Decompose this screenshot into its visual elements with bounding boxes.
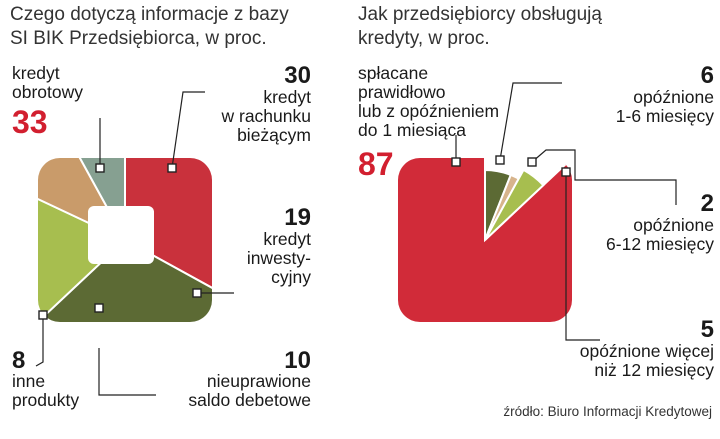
label-line: bieżącym	[237, 125, 311, 145]
label-line: opóźnione	[633, 215, 714, 235]
center-cutout	[88, 206, 154, 264]
label-line: w rachunku	[221, 106, 312, 126]
label-line: saldo debetowe	[188, 390, 311, 410]
leader-lines	[35, 82, 677, 396]
pie-chart-repayment	[398, 158, 572, 322]
leader-line	[98, 348, 156, 396]
value-kredyt-inwestycyjny: 19	[284, 204, 311, 231]
leader-marker	[527, 157, 537, 167]
label-line: niż 12 miesięcy	[594, 360, 714, 380]
label-line: opóźnione więcej	[579, 341, 714, 361]
slice-splacane-prawidlowo-lub-z-opoznieniem-do-1-miesiaca	[398, 158, 572, 322]
label-line: 6-12 miesięcy	[606, 234, 714, 254]
slice-inne-produkty	[51, 158, 126, 241]
label-line: obrotowy	[12, 82, 84, 102]
label-line: produkty	[12, 390, 80, 410]
slice-kredyt-inwestycyjny	[38, 174, 127, 322]
label-kredyt-inwestycyjny: kredyt inwesty- cyjny	[247, 230, 311, 287]
leader-marker	[495, 155, 505, 165]
label-opoznione-12: opóźnione więcej niż 12 miesięcy	[580, 342, 714, 380]
chart1-title-line: SI BIK Przedsiębiorca, w proc.	[10, 28, 267, 49]
leader-line	[171, 91, 205, 169]
slice-kredyt-obrotowy	[124, 158, 212, 314]
chart2-title-line: kredyty, w proc.	[358, 28, 490, 49]
leader-marker	[451, 157, 461, 167]
source-note: źródło: Biuro Informacji Kredytowej	[503, 404, 712, 419]
leader-marker	[561, 167, 571, 177]
label-line: cyjny	[271, 267, 311, 287]
slice-opoznione-wiecej-niz-12-miesiecy	[484, 168, 545, 241]
label-line: 1-6 miesięcy	[615, 106, 714, 126]
label-line: inwesty-	[246, 248, 311, 268]
leader-line	[531, 149, 677, 205]
label-line: prawidłowo	[358, 82, 446, 102]
label-line: lub z opóźnieniem	[358, 101, 500, 121]
value-saldo-debetowe: 10	[284, 347, 311, 374]
label-line: kredyt	[263, 87, 311, 107]
chart1-title-line: Czego dotyczą informacje z bazy	[10, 4, 289, 25]
value-kredyt-obrotowy: 33	[12, 104, 48, 140]
leader-line	[35, 315, 44, 367]
value-splacane: 87	[358, 146, 394, 182]
label-saldo-debetowe: nieuprawione saldo debetowe	[188, 372, 311, 410]
leader-marker	[95, 163, 105, 173]
label-splacane: spłacane prawidłowo lub z opóźnieniem do…	[358, 64, 499, 140]
label-opoznione-6-12: opóźnione 6-12 miesięcy	[606, 216, 714, 254]
chart1-title: Czego dotyczą informacje z bazy SI BIK P…	[10, 3, 289, 51]
value-inne-produkty: 8	[12, 347, 26, 374]
value-opoznione-12: 5	[700, 316, 714, 343]
leader-marker	[192, 288, 202, 298]
label-line: spłacane	[358, 63, 429, 83]
leader-marker	[94, 303, 104, 313]
leader-marker	[167, 163, 177, 173]
label-line: nieuprawione	[206, 371, 311, 391]
slice-kredyt-w-rachunku-biezacym	[38, 238, 212, 322]
leader-line	[565, 172, 600, 341]
leader-line	[499, 82, 562, 161]
value-kredyt-rachunek: 30	[284, 62, 311, 89]
label-kredyt-rachunek: kredyt w rachunku bieżącym	[222, 88, 312, 145]
label-kredyt-obrotowy: kredyt obrotowy	[12, 64, 83, 102]
chart2-title: Jak przedsiębiorcy obsługują kredyty, w …	[358, 3, 602, 51]
leader-marker	[38, 310, 48, 320]
label-line: opóźnione	[633, 87, 714, 107]
label-line: kredyt	[263, 229, 311, 249]
value-opoznione-6-12: 2	[700, 190, 714, 217]
pie-chart-loan-types	[38, 158, 212, 322]
chart2-title-line: Jak przedsiębiorcy obsługują	[358, 4, 602, 25]
label-opoznione-1-6: opóźnione 1-6 miesięcy	[616, 88, 714, 126]
label-line: kredyt	[12, 63, 60, 83]
label-inne-produkty: inne produkty	[12, 372, 79, 410]
label-line: do 1 miesiąca	[358, 120, 466, 140]
value-opoznione-1-6: 6	[700, 62, 714, 89]
label-line: inne	[12, 371, 46, 391]
